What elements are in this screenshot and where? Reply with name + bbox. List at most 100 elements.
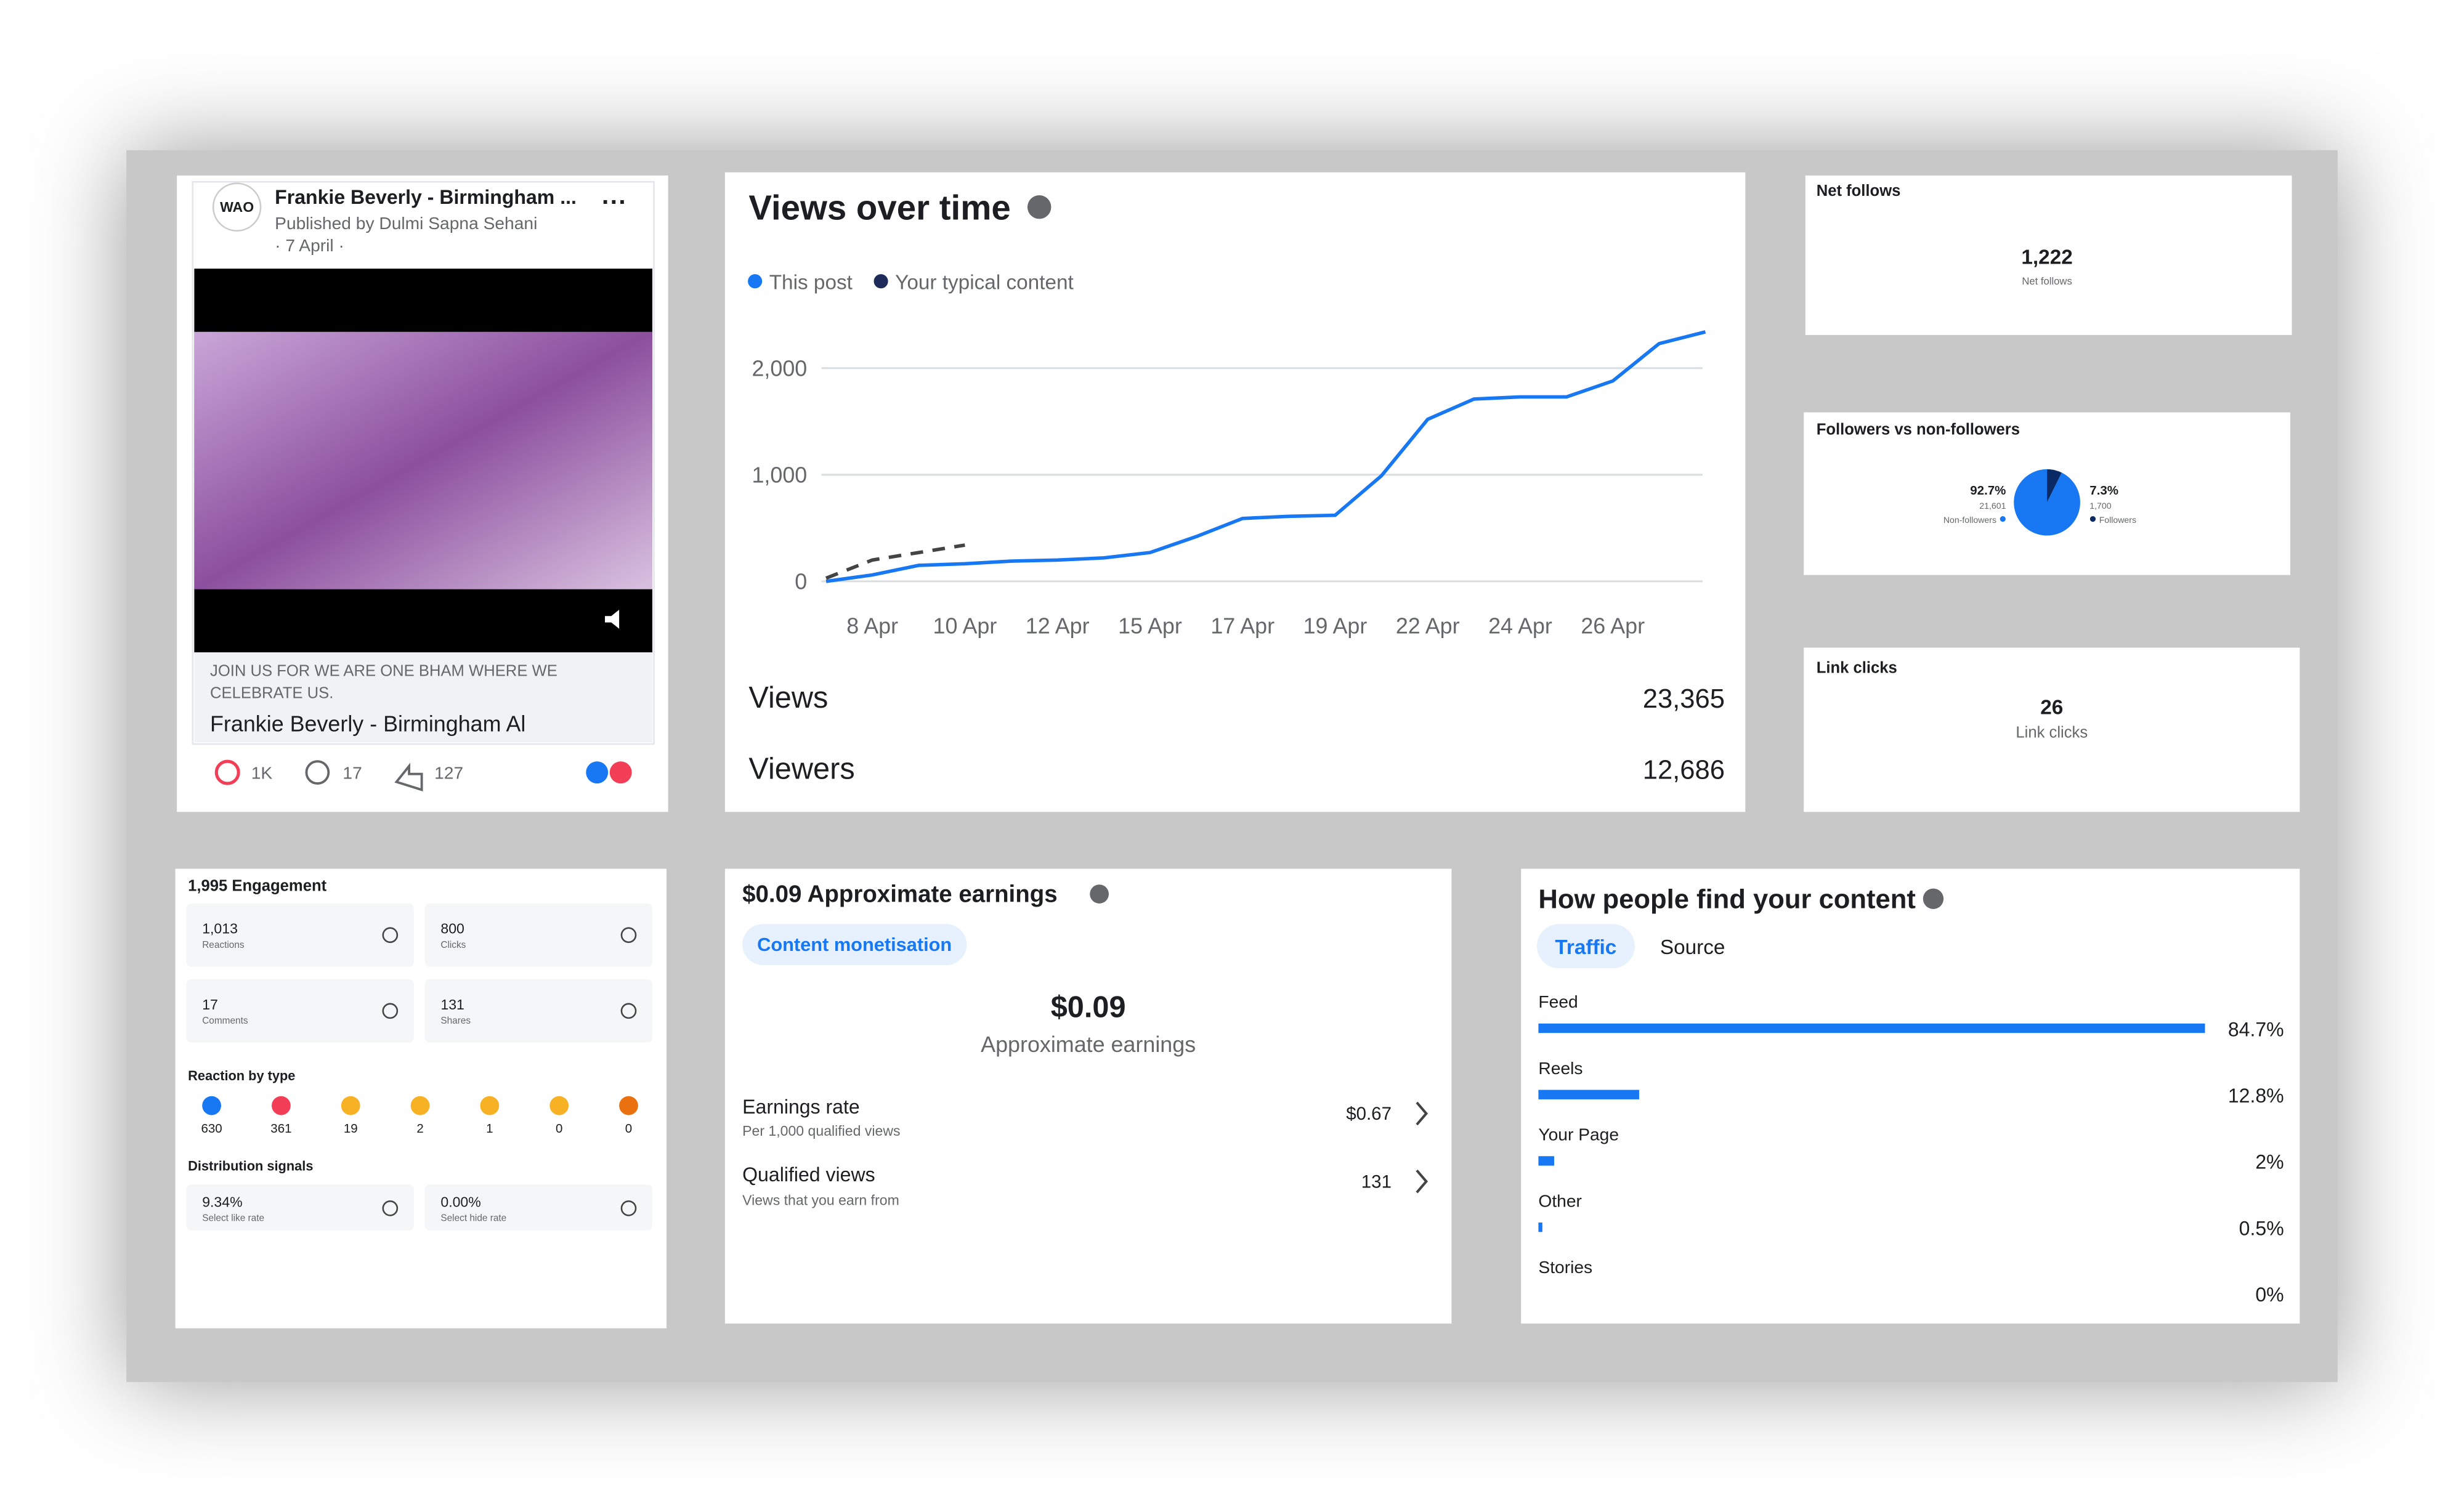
x-tick-label: 24 Apr: [1488, 614, 1552, 639]
love-badge: [609, 761, 632, 784]
bar-value: 12.8%: [2228, 1085, 2284, 1107]
tile-value: 9.34%: [202, 1194, 242, 1210]
reaction-count: 361: [270, 1122, 291, 1136]
legend-dot: [748, 274, 763, 289]
link-title: Frankie Beverly - Birmingham Al: [210, 711, 525, 736]
metric-tile: [424, 979, 652, 1043]
legend-label: Non-followers: [1943, 515, 1996, 525]
metric-tile: [186, 903, 414, 967]
share-count: 127: [434, 762, 463, 782]
tile-label: Comments: [202, 1016, 248, 1026]
row-value: $0.67: [1346, 1104, 1392, 1124]
info-icon[interactable]: [1090, 884, 1109, 904]
tile-icon: [620, 1003, 637, 1019]
tile-icon: [382, 1200, 399, 1216]
find-card: [1521, 868, 2300, 1324]
metric-value: 1,222: [2021, 246, 2072, 269]
comment-count: 17: [342, 762, 362, 782]
tab-active[interactable]: [742, 924, 967, 965]
bar-label: Feed: [1538, 992, 1578, 1011]
tab-active[interactable]: [1536, 924, 1635, 969]
card-title: Net follows: [1817, 182, 1901, 200]
info-icon[interactable]: [1027, 195, 1052, 219]
x-tick-label: 26 Apr: [1581, 614, 1645, 639]
comment-icon[interactable]: [305, 760, 330, 785]
reaction-count: 1: [486, 1122, 493, 1136]
x-tick-label: 8 Apr: [846, 614, 898, 639]
caption-line: JOIN US FOR WE ARE ONE BHAM WHERE WE: [210, 663, 557, 680]
y-tick-label: 1,000: [752, 463, 807, 488]
bar: [1538, 1222, 1542, 1232]
tile-label: Select like rate: [202, 1213, 264, 1223]
reaction-icon: [480, 1096, 500, 1115]
x-tick-label: 10 Apr: [933, 614, 997, 639]
love-icon[interactable]: [214, 759, 240, 785]
chevron[interactable]: [1416, 1101, 1429, 1126]
bar-label: Stories: [1538, 1257, 1592, 1277]
reaction-count: 0: [556, 1122, 562, 1136]
like-badge: [586, 761, 609, 784]
summary-value: 12,686: [1643, 755, 1725, 785]
bar: [1538, 1156, 1554, 1166]
reaction-icon: [341, 1096, 360, 1115]
post-publisher: Published by Dulmi Sapna Sehani: [275, 213, 537, 233]
reaction-icon: [272, 1096, 291, 1115]
net-follows-card: [1805, 175, 2292, 335]
row-subtitle: Per 1,000 qualified views: [742, 1123, 900, 1139]
pie-count: 21,601: [1979, 501, 2006, 511]
pie-slice: [2047, 469, 2062, 503]
pie-percent: 7.3%: [2089, 483, 2118, 498]
bar-label: Other: [1538, 1191, 1582, 1210]
reaction-icon: [202, 1096, 221, 1115]
earnings-amount: $0.09: [1051, 991, 1126, 1024]
bar-label: Reels: [1538, 1058, 1583, 1078]
tile-icon: [382, 927, 399, 944]
bar-value: 2%: [2255, 1151, 2284, 1173]
tile-label: Select hide rate: [440, 1213, 506, 1223]
share-icon[interactable]: [394, 762, 423, 791]
mute-icon[interactable]: [605, 610, 620, 629]
post-date: · 7 April ·: [275, 235, 344, 255]
row-value: 131: [1361, 1172, 1392, 1192]
pie-percent: 92.7%: [1970, 483, 2006, 498]
y-tick-label: 2,000: [752, 357, 807, 381]
link-preview[interactable]: [194, 652, 652, 743]
video-image[interactable]: [194, 331, 652, 589]
summary-label: Views: [748, 681, 828, 714]
tile-icon: [620, 927, 637, 944]
post-title[interactable]: Frankie Beverly - Birmingham ...: [275, 186, 577, 208]
series-line: [825, 543, 965, 580]
legend-dot: [873, 274, 888, 289]
reaction-count: 19: [344, 1122, 358, 1136]
bar-value: 84.7%: [2228, 1018, 2284, 1040]
section-title: Distribution signals: [188, 1158, 313, 1173]
reaction-count: 2: [416, 1122, 423, 1136]
chart-title: Views over time: [748, 188, 1010, 227]
pie-count: 1,700: [2089, 501, 2111, 511]
tile-value: 131: [440, 997, 464, 1013]
legend-label: Followers: [2099, 515, 2136, 525]
reaction-icon: [619, 1096, 638, 1115]
earnings-label: Approximate earnings: [981, 1032, 1196, 1057]
card-title: $0.09 Approximate earnings: [742, 881, 1057, 907]
legend-dot: [2089, 516, 2096, 522]
more-button[interactable]: ···: [602, 187, 627, 216]
metric-value: 26: [2040, 696, 2063, 719]
section-title: Reaction by type: [188, 1068, 295, 1083]
card-title: Link clicks: [1817, 660, 1897, 677]
bar-value: 0.5%: [2239, 1217, 2284, 1239]
legend-dot: [2000, 516, 2006, 522]
bar: [1538, 1023, 2205, 1033]
tile-value: 800: [440, 921, 464, 937]
tab-label[interactable]: Source: [1660, 936, 1725, 959]
chevron[interactable]: [1416, 1169, 1429, 1194]
metric-tile: [186, 1184, 414, 1231]
info-icon[interactable]: [1923, 888, 1944, 909]
tab-label: Content monetisation: [757, 934, 952, 955]
summary-value: 23,365: [1643, 684, 1725, 714]
row-title: Qualified views: [742, 1163, 875, 1186]
caption-line: CELEBRATE US.: [210, 685, 333, 702]
tile-icon: [620, 1200, 637, 1216]
